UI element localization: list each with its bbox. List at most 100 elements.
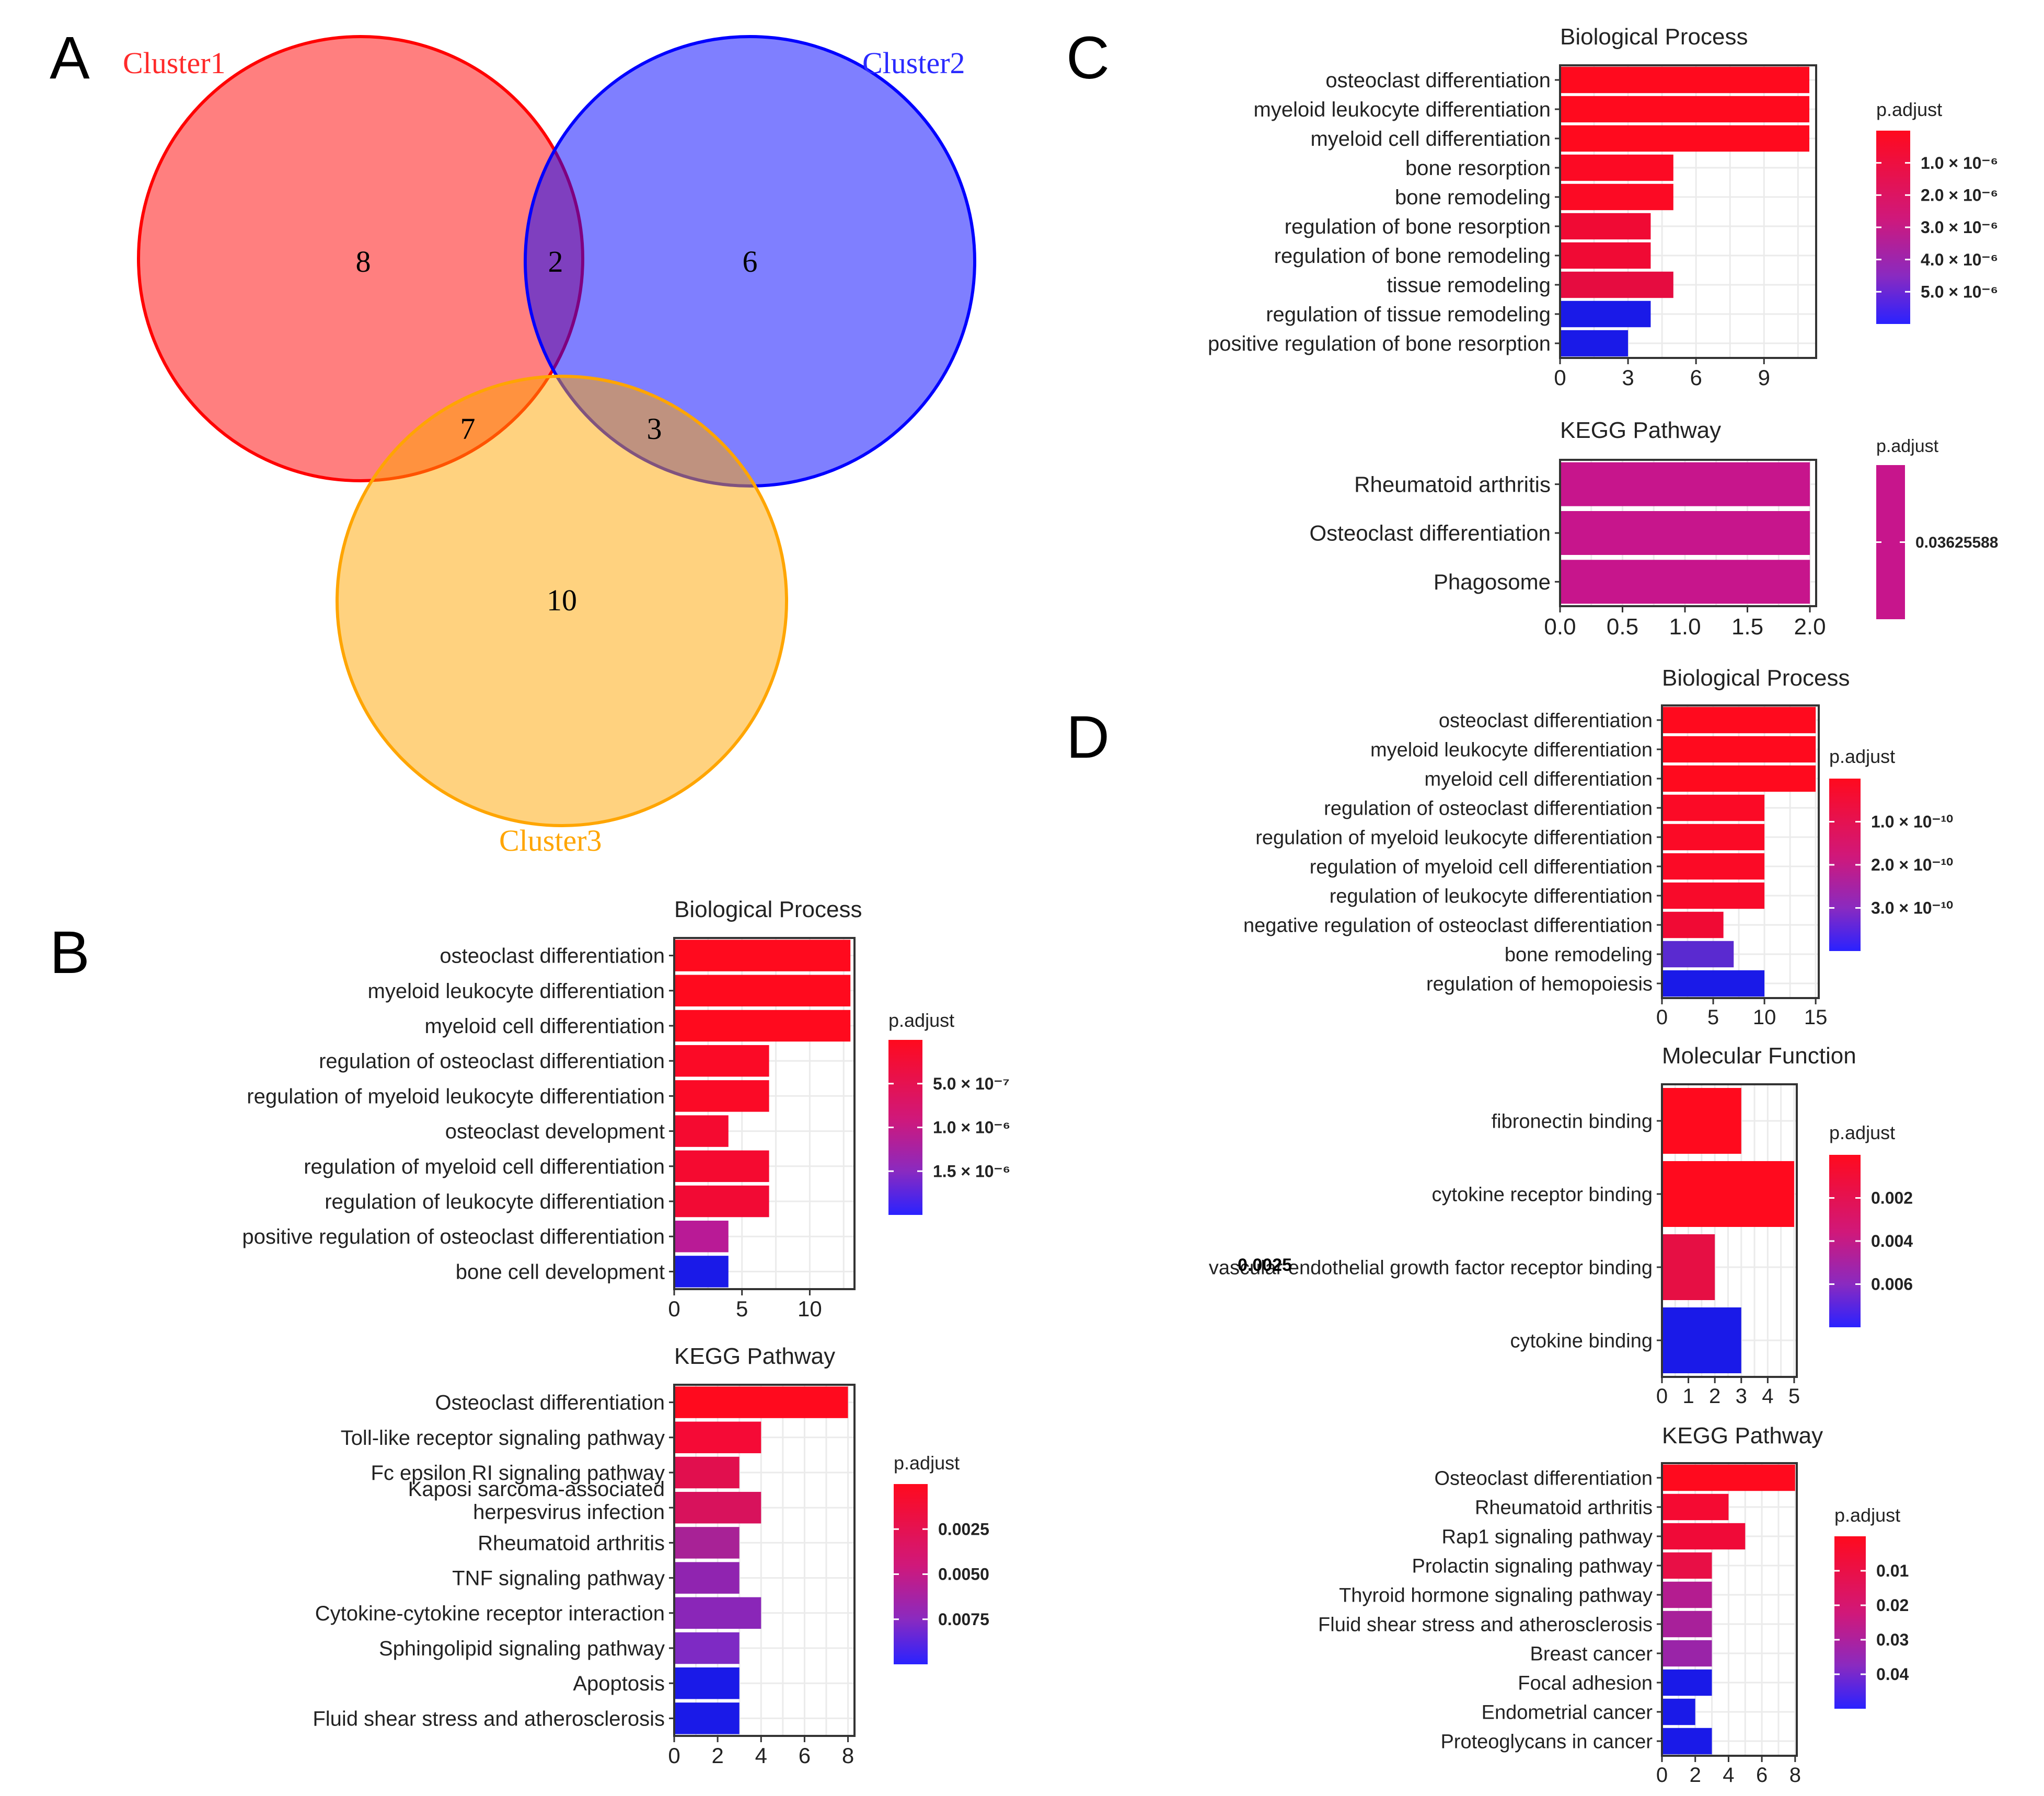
d-bp-category-label: regulation of osteoclast differentiation <box>1324 797 1653 819</box>
venn-label-cluster1: Cluster1 <box>123 46 226 80</box>
d-bp-legend-title: p.adjust <box>1829 746 1895 767</box>
bar-d-kegg-breast-cancer <box>1662 1640 1712 1667</box>
b-kegg-category-label-line: herpesvirus infection <box>473 1501 665 1524</box>
c-bp-category-label: regulation of bone resorption <box>1285 215 1551 238</box>
b-kegg-xtick-label: 2 <box>711 1743 723 1768</box>
chart-d-molecular-function: Molecular Function fibronectin binding cyt… <box>1209 1043 1913 1408</box>
b-kegg-xtick-label: 8 <box>842 1743 854 1768</box>
chart-d-kegg-pathway: KEGG Pathway Osteoclast differentiation Rh… <box>1318 1423 1909 1787</box>
bar-d-kegg-proteoglycans-in-cancer <box>1662 1728 1712 1755</box>
bar-d-kegg-rheumatoid-arthritis <box>1662 1493 1729 1521</box>
venn-circle-cluster3 <box>336 375 788 827</box>
c-bp-category-label: regulation of bone remodeling <box>1274 245 1551 268</box>
d-kegg-xtick-label: 2 <box>1690 1764 1701 1787</box>
bar-d-bp-regulation-of-osteoclast-differentiation <box>1662 794 1765 821</box>
b-bp-category-label: positive regulation of osteoclast differ… <box>242 1225 665 1248</box>
c-bp-category-label: tissue remodeling <box>1387 274 1551 297</box>
b-kegg-xtick-label: 0 <box>668 1743 680 1768</box>
bar-b-bp-positive-regulation-of-osteoclast-differentiation <box>674 1220 729 1253</box>
bar-d-mf-vascular-endothelial-growth-factor-receptor-binding <box>1662 1234 1715 1300</box>
b-bp-category-label: myeloid leukocyte differentiation <box>368 980 665 1003</box>
c-kegg-category-label: Rheumatoid arthritis <box>1354 472 1551 496</box>
b-bp-category-label: osteoclast differentiation <box>440 945 665 968</box>
d-mf-legend-label: 0.002 <box>1871 1189 1913 1208</box>
b-bp-category-label: regulation of myeloid leukocyte differen… <box>247 1085 665 1108</box>
c-bp-legend-title: p.adjust <box>1876 99 1942 120</box>
b-bp-title: Biological Process <box>674 897 862 922</box>
d-mf-title: Molecular Function <box>1662 1043 1856 1069</box>
b-kegg-xtick-label: 6 <box>799 1743 811 1768</box>
venn-region-c3-only: 10 <box>547 583 577 617</box>
bar-c-bp-regulation-of-bone-resorption <box>1560 213 1651 240</box>
b-kegg-category-label: Fc epsilon RI signaling pathway <box>371 1462 665 1485</box>
bar-b-kegg-fluid-shear-stress-and-atherosclerosis <box>674 1702 740 1734</box>
c-kegg-xtick-label: 2.0 <box>1794 614 1826 640</box>
d-kegg-xtick-label: 4 <box>1723 1764 1734 1787</box>
bar-c-bp-regulation-of-tissue-remodeling <box>1560 300 1651 328</box>
bar-b-bp-myeloid-leukocyte-differentiation <box>674 975 851 1007</box>
b-kegg-xtick-label: 4 <box>755 1743 767 1768</box>
d-mf-legend-title: p.adjust <box>1829 1122 1895 1143</box>
bar-d-bp-negative-regulation-of-osteoclast-differentiation <box>1662 911 1724 938</box>
b-bp-legend-label: 1.5 × 10⁻⁶ <box>933 1162 1010 1180</box>
c-kegg-legend-title: p.adjust <box>1876 436 1939 456</box>
bar-b-kegg-apoptosis <box>674 1667 740 1699</box>
c-bp-title: Biological Process <box>1560 24 1748 50</box>
bar-d-mf-cytokine-binding <box>1662 1307 1741 1373</box>
d-kegg-category-label: Osteoclast differentiation <box>1434 1467 1653 1489</box>
bar-c-bp-tissue-remodeling <box>1560 271 1673 298</box>
venn-label-cluster3: Cluster3 <box>499 824 602 858</box>
bar-c-bp-myeloid-leukocyte-differentiation <box>1560 96 1809 123</box>
d-mf-xtick-label: 3 <box>1736 1385 1747 1408</box>
c-kegg-xtick-label: 0.5 <box>1607 614 1638 640</box>
d-bp-legend-label: 1.0 × 10⁻¹⁰ <box>1871 813 1953 831</box>
d-kegg-category-label: Fluid shear stress and atherosclerosis <box>1318 1614 1653 1636</box>
bar-c-kegg-phagosome <box>1560 560 1810 604</box>
bar-d-bp-regulation-of-myeloid-leukocyte-differentiation <box>1662 824 1765 851</box>
b-bp-category-label: regulation of leukocyte differentiation <box>325 1190 665 1213</box>
c-bp-category-label: myeloid leukocyte differentiation <box>1254 98 1551 121</box>
d-mf-xtick-label: 1 <box>1682 1385 1694 1408</box>
bar-b-bp-osteoclast-differentiation <box>674 940 851 971</box>
c-bp-legend-label: 1.0 × 10⁻⁶ <box>1921 154 1998 172</box>
chart-b-biological-process: Biological Process osteoclast differentia… <box>242 897 1010 1321</box>
bar-d-mf-fibronectin-binding <box>1662 1088 1741 1154</box>
d-mf-xtick-label: 2 <box>1709 1385 1720 1408</box>
b-kegg-category-label: TNF signaling pathway <box>452 1567 665 1590</box>
panel-label-c: C <box>1066 25 1110 91</box>
b-kegg-category-label: Rheumatoid arthritis <box>478 1532 665 1555</box>
c-bp-xtick-label: 6 <box>1690 365 1702 390</box>
bar-b-kegg-sphingolipid-signaling-pathway <box>674 1632 740 1664</box>
c-bp-category-label: bone remodeling <box>1395 186 1551 209</box>
d-bp-panel-border <box>1661 704 1820 999</box>
chart-d-biological-process: Biological Process osteoclast differentia… <box>1243 665 1953 1029</box>
c-bp-legend-colorbar <box>1876 131 1910 324</box>
bar-b-kegg-cytokine-cytokine-receptor-interaction <box>674 1597 761 1629</box>
chart-b-kegg-pathway: KEGG Pathway Osteoclast differentiation To… <box>313 1343 989 1768</box>
venn-diagram: Cluster1 Cluster2 Cluster3 8 2 6 7 3 10 <box>123 35 976 858</box>
bar-d-kegg-osteoclast-differentiation <box>1662 1464 1795 1491</box>
b-bp-legend-title: p.adjust <box>888 1010 954 1031</box>
d-kegg-legend-label: 0.02 <box>1876 1596 1909 1615</box>
venn-label-cluster2: Cluster2 <box>862 46 965 80</box>
bar-c-bp-osteoclast-differentiation <box>1560 66 1809 94</box>
b-kegg-category-label: Fluid shear stress and atherosclerosis <box>313 1707 665 1730</box>
c-bp-xtick-label: 3 <box>1622 365 1634 390</box>
d-mf-category-label: cytokine receptor binding <box>1432 1184 1653 1206</box>
d-kegg-category-label: Endometrial cancer <box>1482 1701 1653 1723</box>
d-kegg-category-label: Breast cancer <box>1530 1643 1653 1665</box>
d-kegg-legend-label: 0.03 <box>1876 1630 1909 1649</box>
c-bp-legend-label: 5.0 × 10⁻⁶ <box>1921 283 1998 302</box>
d-mf-legend-label: 0.006 <box>1871 1275 1913 1294</box>
c-kegg-xtick-label: 1.5 <box>1731 614 1763 640</box>
panel-label-a: A <box>50 25 90 91</box>
b-kegg-category-label-line: Kaposi sarcoma-associated <box>408 1478 665 1501</box>
d-kegg-category-label: Rap1 signaling pathway <box>1442 1526 1653 1548</box>
b-bp-xtick-label: 10 <box>798 1296 822 1321</box>
b-bp-legend-colorbar <box>888 1040 922 1215</box>
bar-d-kegg-prolactin-signaling-pathway <box>1662 1552 1712 1579</box>
bar-b-kegg-toll-like-receptor-signaling-pathway <box>674 1421 761 1454</box>
bar-d-kegg-rap1-signaling-pathway <box>1662 1523 1746 1550</box>
b-kegg-legend-colorbar <box>894 1484 928 1664</box>
panel-label-b: B <box>50 919 90 986</box>
